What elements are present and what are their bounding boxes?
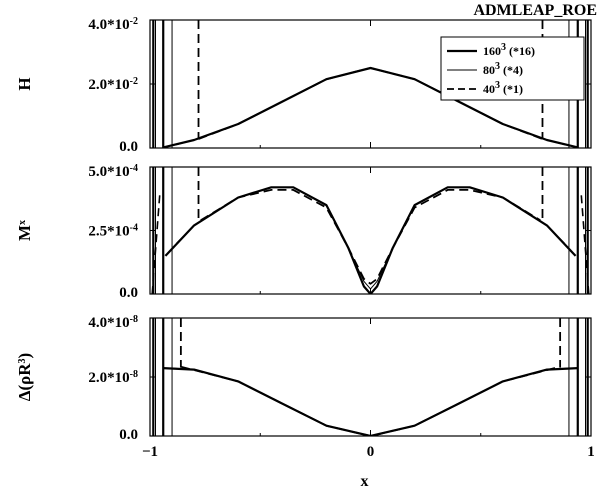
series-group xyxy=(164,186,577,294)
y-tick-label: 0.0 xyxy=(119,285,138,301)
y-axis-label-base: H xyxy=(15,77,34,90)
legend-label-exponent: 3 xyxy=(495,61,500,72)
legend-label-suffix: (*1) xyxy=(500,82,523,96)
x-tick-label: −1 xyxy=(142,444,158,460)
y-tick-label-exponent: -4 xyxy=(130,222,138,233)
legend-label-base: 40 xyxy=(483,82,495,96)
y-tick-label-base: 5.0*10 xyxy=(88,164,129,180)
legend-label: 403 (*1) xyxy=(483,80,523,97)
series-line-dashed xyxy=(200,188,541,285)
y-tick-label-base: 2.0*10 xyxy=(88,370,129,386)
legend-label-exponent: 3 xyxy=(495,80,500,91)
y-tick-label: 2.0*10-2 xyxy=(88,76,138,94)
edge-lines xyxy=(152,318,589,436)
series-line-solid-thin xyxy=(176,186,565,290)
y-tick-label: 0.0 xyxy=(119,139,138,155)
series-group xyxy=(163,365,578,436)
legend-label: 1603 (*16) xyxy=(483,42,535,59)
series-group xyxy=(162,66,579,148)
x-tick-label: 0 xyxy=(367,444,375,460)
plot-frame xyxy=(149,317,592,437)
series-line-dashed xyxy=(180,365,561,436)
chart-title: ADMLEAP_ROE xyxy=(473,2,597,19)
y-axis-label: Mx xyxy=(15,220,34,241)
y-axis-label-base: M xyxy=(15,225,34,241)
y-tick-label-base: 0.0 xyxy=(119,139,138,155)
panel-2: 0.02.5*10-45.0*10-4Mx xyxy=(15,163,592,301)
y-tick-label: 5.0*10-4 xyxy=(88,163,138,181)
y-tick-label-exponent: -8 xyxy=(130,369,138,380)
series-line-dashed xyxy=(198,67,543,140)
legend-label-base: 80 xyxy=(483,63,495,77)
y-tick-label: 4.0*10-8 xyxy=(88,314,138,332)
legend-label-suffix: (*16) xyxy=(506,44,535,58)
y-axis-label-exponent: 3 xyxy=(17,358,28,363)
y-tick-label-exponent: -2 xyxy=(130,16,138,27)
y-tick-label: 2.5*10-4 xyxy=(88,222,138,240)
y-tick-label-base: 0.0 xyxy=(119,427,138,443)
y-axis-label: Δ(ρR3) xyxy=(15,353,34,401)
series-line-solid-thin xyxy=(171,367,570,436)
x-tick-label: 1 xyxy=(587,444,595,460)
edge-lines xyxy=(151,167,590,294)
y-axis-label-exponent: x xyxy=(17,220,28,225)
legend: 1603 (*16)803 (*4)403 (*1) xyxy=(440,36,585,101)
plot-frame xyxy=(149,166,592,295)
y-tick-label-base: 2.5*10 xyxy=(88,224,129,240)
edge-slope-line xyxy=(151,192,161,294)
y-tick-label-base: 4.0*10 xyxy=(88,17,129,33)
y-tick-label-exponent: -8 xyxy=(130,314,138,325)
x-axis-label: x xyxy=(361,473,369,490)
legend-label-suffix: (*4) xyxy=(500,63,523,77)
legend-label: 803 (*4) xyxy=(483,61,523,78)
y-tick-label-exponent: -4 xyxy=(130,163,138,174)
y-tick-label: 0.0 xyxy=(119,427,138,443)
y-axis-label: H xyxy=(15,77,34,90)
edge-slope-line xyxy=(580,192,590,294)
panel-3: 0.02.0*10-84.0*10-8Δ(ρR3)−1 0 1x xyxy=(15,314,595,491)
y-tick-label-base: 0.0 xyxy=(119,285,138,301)
legend-label-base: 160 xyxy=(483,44,501,58)
y-tick-label: 4.0*10-2 xyxy=(88,16,138,34)
y-tick-label-base: 2.0*10 xyxy=(88,77,129,93)
y-axis-label-close: ) xyxy=(15,353,34,359)
y-axis-label-base: Δ(ρR xyxy=(15,363,34,401)
y-tick-label: 2.0*10-8 xyxy=(88,369,138,387)
y-tick-label-base: 4.0*10 xyxy=(88,315,129,331)
legend-label-exponent: 3 xyxy=(501,42,506,53)
y-tick-label-exponent: -2 xyxy=(130,76,138,87)
